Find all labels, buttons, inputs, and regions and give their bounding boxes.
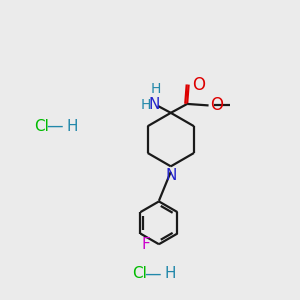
- Text: —: —: [144, 264, 161, 282]
- Text: H: H: [151, 82, 161, 96]
- Text: —: —: [46, 117, 63, 135]
- Text: H: H: [165, 266, 176, 281]
- Text: O: O: [193, 76, 206, 94]
- Text: N: N: [165, 168, 176, 183]
- Text: Cl: Cl: [34, 119, 49, 134]
- Text: F: F: [142, 237, 151, 252]
- Text: N: N: [149, 97, 160, 112]
- Text: H: H: [141, 98, 151, 112]
- Text: Cl: Cl: [132, 266, 147, 281]
- Text: H: H: [67, 119, 78, 134]
- Text: O: O: [210, 95, 223, 113]
